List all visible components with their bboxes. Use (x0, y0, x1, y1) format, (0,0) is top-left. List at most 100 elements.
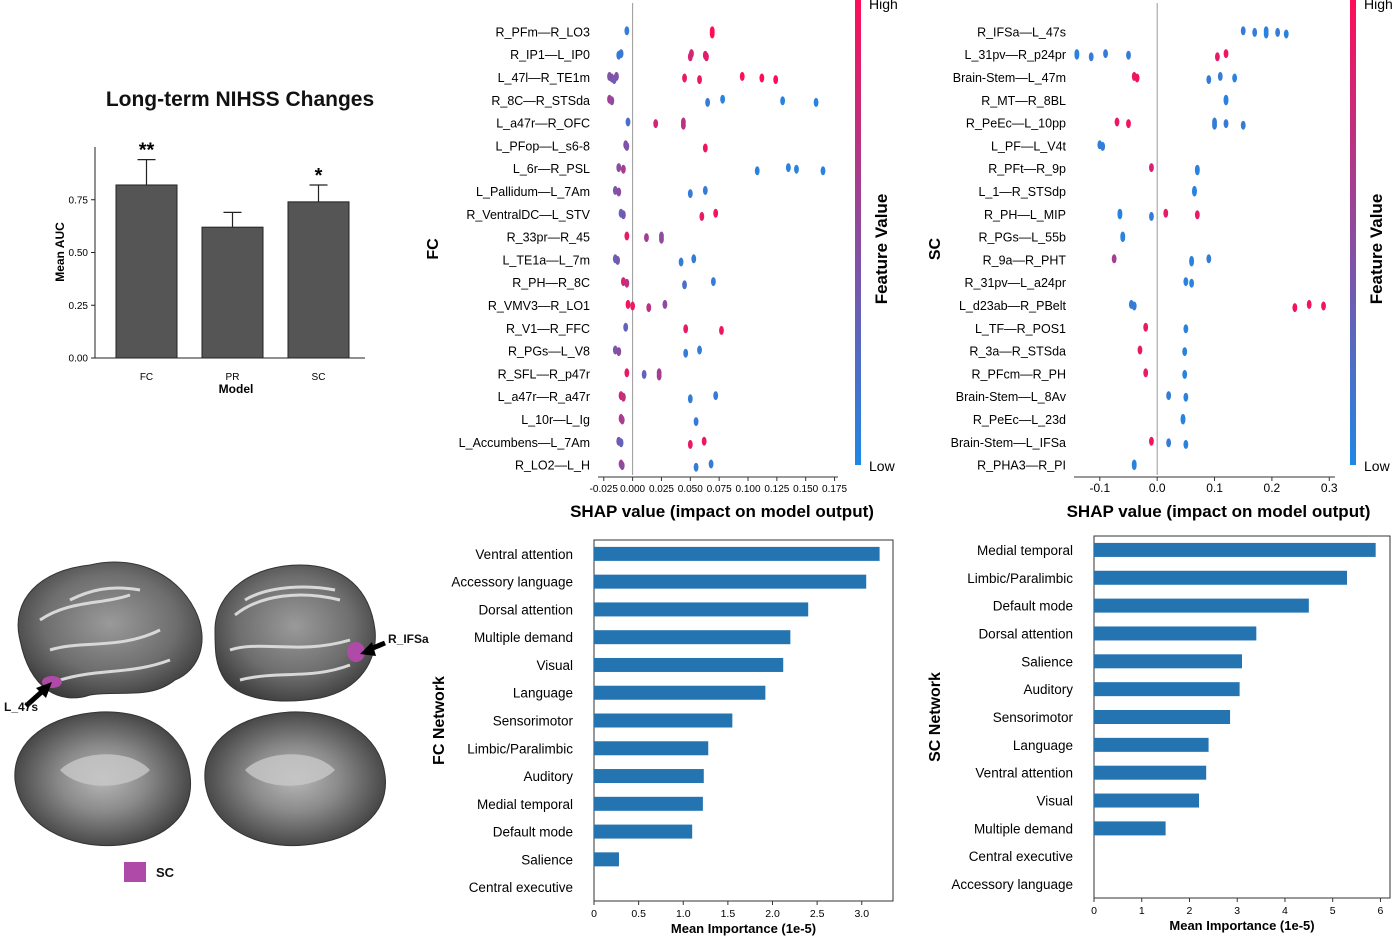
shap-point (646, 303, 652, 313)
category-label: Default mode (493, 825, 573, 840)
legend-swatch (124, 862, 146, 882)
shap-point (1189, 278, 1194, 288)
feature-label: R_3a—R_STSda (969, 345, 1066, 359)
shap-point (693, 417, 699, 427)
feature-label: L_a47r—R_a47r (498, 390, 590, 404)
shap-point (653, 119, 659, 129)
shap-point (754, 166, 760, 176)
category-label: Ventral attention (475, 547, 573, 562)
shap-point (813, 97, 819, 107)
feature-label: R_PFt—R_9p (988, 162, 1066, 176)
category-label: Language (513, 686, 573, 701)
shap-point (1111, 254, 1117, 264)
shap-point (1149, 436, 1154, 446)
x-tick-label: -0.1 (1089, 481, 1110, 495)
category-label: Ventral attention (975, 766, 1073, 781)
y-axis-label: FC (425, 238, 442, 260)
x-axis-label: SHAP value (impact on model output) (1067, 502, 1371, 521)
sc-network-chart: Medial temporal Limbic/Paralimbic Default … (927, 535, 1391, 933)
shap-point (773, 75, 779, 85)
shap-point (1131, 461, 1137, 471)
shap-point (1194, 210, 1200, 220)
x-tick-label: 1.5 (721, 908, 736, 920)
bar (1094, 793, 1200, 808)
bar (1094, 737, 1209, 752)
colorbar-high: High (1364, 0, 1393, 12)
shap-point (1292, 303, 1298, 313)
shap-point (616, 187, 622, 197)
x-tick-label: 0.5 (631, 908, 646, 920)
shap-point (680, 117, 686, 127)
shap-point (683, 324, 689, 334)
shap-point (1183, 439, 1189, 449)
shap-point (1117, 210, 1123, 220)
category-label: Salience (1021, 654, 1073, 669)
bar (1094, 710, 1231, 724)
shap-point (1275, 27, 1281, 37)
bar (594, 657, 784, 672)
shap-point (609, 96, 615, 106)
bar (594, 630, 791, 645)
shap-point (785, 163, 791, 173)
shap-point (1217, 71, 1223, 81)
y-axis-label: SC Network (927, 672, 944, 762)
shap-point (623, 322, 629, 332)
colorbar (1350, 0, 1356, 465)
shap-point (618, 438, 624, 448)
feature-label: L_1—R_STSdp (978, 185, 1066, 199)
feature-label: R_9a—R_PHT (983, 253, 1067, 267)
feature-label: R_IFSa—L_47s (977, 25, 1066, 39)
shap-point (682, 280, 687, 290)
x-tick-label: 0.2 (1264, 481, 1281, 495)
shap-point (624, 278, 630, 288)
shap-point (619, 415, 625, 425)
shap-point (625, 299, 631, 309)
shap-point (708, 459, 714, 469)
shap-point (710, 277, 716, 287)
brain-label-l47s: L_47s (4, 700, 39, 714)
shap-point (619, 461, 625, 471)
shap-point (624, 231, 630, 241)
sc-shap-chart: -0.1 0.0 0.1 0.2 0.3 R_IFSa—L_47s L_31pv—R_p24… (927, 0, 1393, 521)
shap-point (739, 71, 745, 81)
shap-point (1223, 49, 1229, 59)
brain-label-rifsa: R_IFSa (388, 632, 429, 646)
colorbar-label: Feature Value (872, 194, 891, 305)
x-tick-label: 0.3 (1321, 481, 1338, 495)
shap-point (693, 462, 699, 472)
feature-label: R_PGs—L_55b (978, 231, 1066, 245)
shap-point (1120, 233, 1126, 243)
colorbar-high: High (869, 0, 898, 12)
shap-point (794, 164, 799, 174)
shap-point (614, 71, 619, 81)
x-tick-label: 0.050 (678, 484, 703, 495)
shap-point (689, 49, 694, 59)
feature-label: Brain-Stem—L_8Av (956, 390, 1067, 404)
category-label: Dorsal attention (478, 602, 573, 617)
feature-label: R_PGs—L_V8 (508, 345, 590, 359)
feature-label: R_VMV3—R_LO1 (488, 299, 590, 313)
fc-shap-chart: -0.025 0.000 0.025 0.050 0.075 0.100 0.125 0.15… (425, 0, 898, 521)
colorbar-label: Feature Value (1367, 194, 1386, 305)
x-tick-label: 0.175 (822, 484, 847, 495)
y-axis-label: SC (927, 237, 944, 260)
feature-label: R_PHA3—R_PI (977, 459, 1066, 473)
bar (1094, 654, 1242, 669)
x-tick-label: 0.1 (1206, 481, 1223, 495)
shap-point (1223, 96, 1229, 106)
x-tick-label: 0.100 (735, 484, 760, 495)
feature-label: L_31pv—R_p24pr (965, 48, 1066, 62)
y-axis-label: FC Network (431, 676, 448, 765)
shap-point (1143, 368, 1149, 378)
feature-label: R_LO2—L_H (515, 459, 590, 473)
feature-label: Brain-Stem—L_47m (953, 71, 1066, 85)
shap-point (720, 94, 726, 104)
x-tick-label: 3.0 (854, 908, 869, 920)
category-label: Central executive (969, 849, 1073, 864)
shap-point (1114, 117, 1120, 127)
feature-label: L_TE1a—L_7m (502, 253, 590, 267)
shap-point (1131, 301, 1137, 311)
colorbar-low: Low (869, 458, 896, 474)
category-label: Sensorimotor (493, 714, 574, 729)
